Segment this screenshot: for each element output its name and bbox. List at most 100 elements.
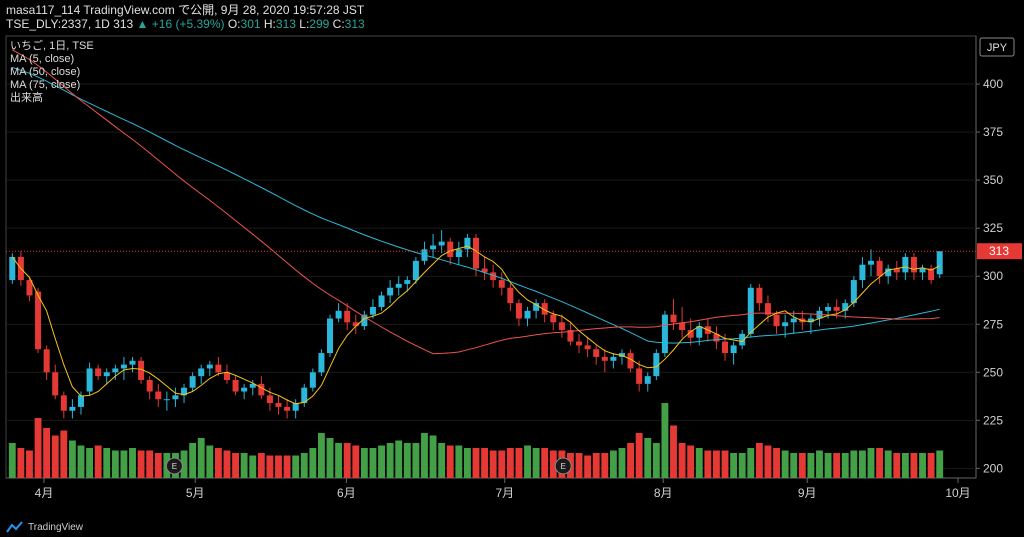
price-tick-label: 250 [983, 365, 1003, 379]
volume-bar [77, 445, 85, 478]
candle-body [301, 387, 308, 404]
candle-body [172, 395, 179, 400]
candle-body [189, 376, 196, 388]
candle-body [198, 368, 205, 377]
volume-bar [773, 448, 780, 478]
candle-body [790, 318, 797, 323]
candle-body [747, 287, 754, 334]
time-tick-label: 8月 [654, 486, 673, 500]
legend-ma50: MA (50, close) [10, 66, 81, 78]
candle-body [842, 303, 849, 311]
volume-bar [678, 443, 686, 478]
volume-bar [26, 450, 33, 478]
candle-body [558, 322, 565, 331]
candle-body [266, 395, 273, 404]
time-axis[interactable]: 4月 5月 6月 7月 8月 9月 10月 [35, 478, 971, 500]
candle-body [26, 280, 33, 296]
volume-bar [807, 453, 815, 478]
candle-body [876, 260, 883, 277]
candle-body [138, 360, 145, 380]
price-tick-label: 200 [983, 461, 1003, 475]
volume-bar [884, 450, 892, 478]
candle-body [292, 403, 299, 411]
volume-bar [43, 428, 51, 478]
candle-body [352, 322, 359, 327]
candle-body [344, 310, 351, 323]
volume-bar [738, 453, 746, 478]
candle-body [825, 306, 832, 311]
currency-box[interactable]: JPY [979, 37, 1015, 57]
legend-symbol: いちご, 1日, TSE [10, 40, 94, 52]
candle-body [644, 376, 651, 384]
price-tick-label: 325 [983, 221, 1003, 235]
last-price-badge: 313 [977, 243, 1022, 260]
candle-body [223, 372, 230, 380]
candle-body [378, 295, 385, 307]
candle-body [35, 291, 42, 350]
volume-bar [292, 455, 300, 478]
candle-body [661, 314, 668, 354]
volume-bar [627, 443, 635, 478]
volume-bar [463, 448, 471, 478]
candle-body [919, 268, 926, 273]
volume-bar [335, 443, 343, 478]
volume-bar [635, 433, 643, 478]
candle-body [593, 349, 600, 357]
candle-body [928, 268, 935, 281]
volume-bar [549, 450, 557, 478]
volume-bar [481, 448, 489, 478]
candle-body [567, 330, 574, 342]
candle-body [103, 372, 110, 377]
candle-body [833, 306, 840, 311]
candle-body [576, 341, 583, 346]
candle-body [722, 341, 729, 354]
volume-bar [300, 453, 308, 478]
volume-bar [343, 443, 351, 478]
candle-body [129, 360, 136, 365]
earnings-marker-icon[interactable] [554, 457, 572, 475]
price-axis[interactable]: 200 225 250 275 300 325 350 375 400 [976, 77, 1003, 475]
volume-bar [137, 450, 145, 478]
volume-bar [858, 450, 866, 478]
volume-bar [17, 448, 25, 478]
candle-body [850, 280, 857, 304]
candle-body [464, 237, 471, 250]
volume-bar [326, 438, 334, 478]
volume-bar [240, 453, 248, 478]
volume-bar [713, 450, 720, 478]
close-label: C: [332, 17, 345, 31]
earnings-marker-icon[interactable] [165, 457, 183, 475]
time-tick-label: 4月 [35, 486, 54, 500]
volume-bar [730, 453, 738, 478]
candle-body [77, 395, 84, 407]
volume-bar [86, 448, 94, 478]
volume-bar [910, 453, 918, 478]
high-value: 313 [275, 17, 296, 31]
tradingview-brand: TradingView [28, 521, 84, 533]
volume-bar [309, 448, 317, 478]
tradingview-logo[interactable]: TradingView [6, 521, 83, 533]
candle-body [335, 310, 342, 319]
volume-bar [283, 455, 291, 478]
candle-body [859, 264, 866, 281]
time-tick-label: 5月 [186, 486, 205, 500]
volume-bar [317, 433, 325, 478]
candle-body [893, 268, 900, 273]
volume-bar [584, 455, 592, 478]
candle-body [515, 303, 522, 319]
volume-bar [34, 418, 42, 478]
candle-body [275, 403, 282, 407]
volume-bar [180, 450, 188, 478]
candle-body [438, 241, 445, 246]
time-tick-label: 9月 [798, 486, 817, 500]
volume-bar [618, 448, 626, 478]
candle-body [584, 345, 591, 350]
volume-bar [876, 448, 884, 478]
candle-body [472, 237, 480, 269]
indicator-legend[interactable]: いちご, 1日, TSE MA (5, close) MA (50, close… [10, 40, 94, 105]
candle-body [86, 368, 93, 392]
price-tick-label: 350 [983, 173, 1003, 187]
volume-bar [824, 453, 832, 478]
